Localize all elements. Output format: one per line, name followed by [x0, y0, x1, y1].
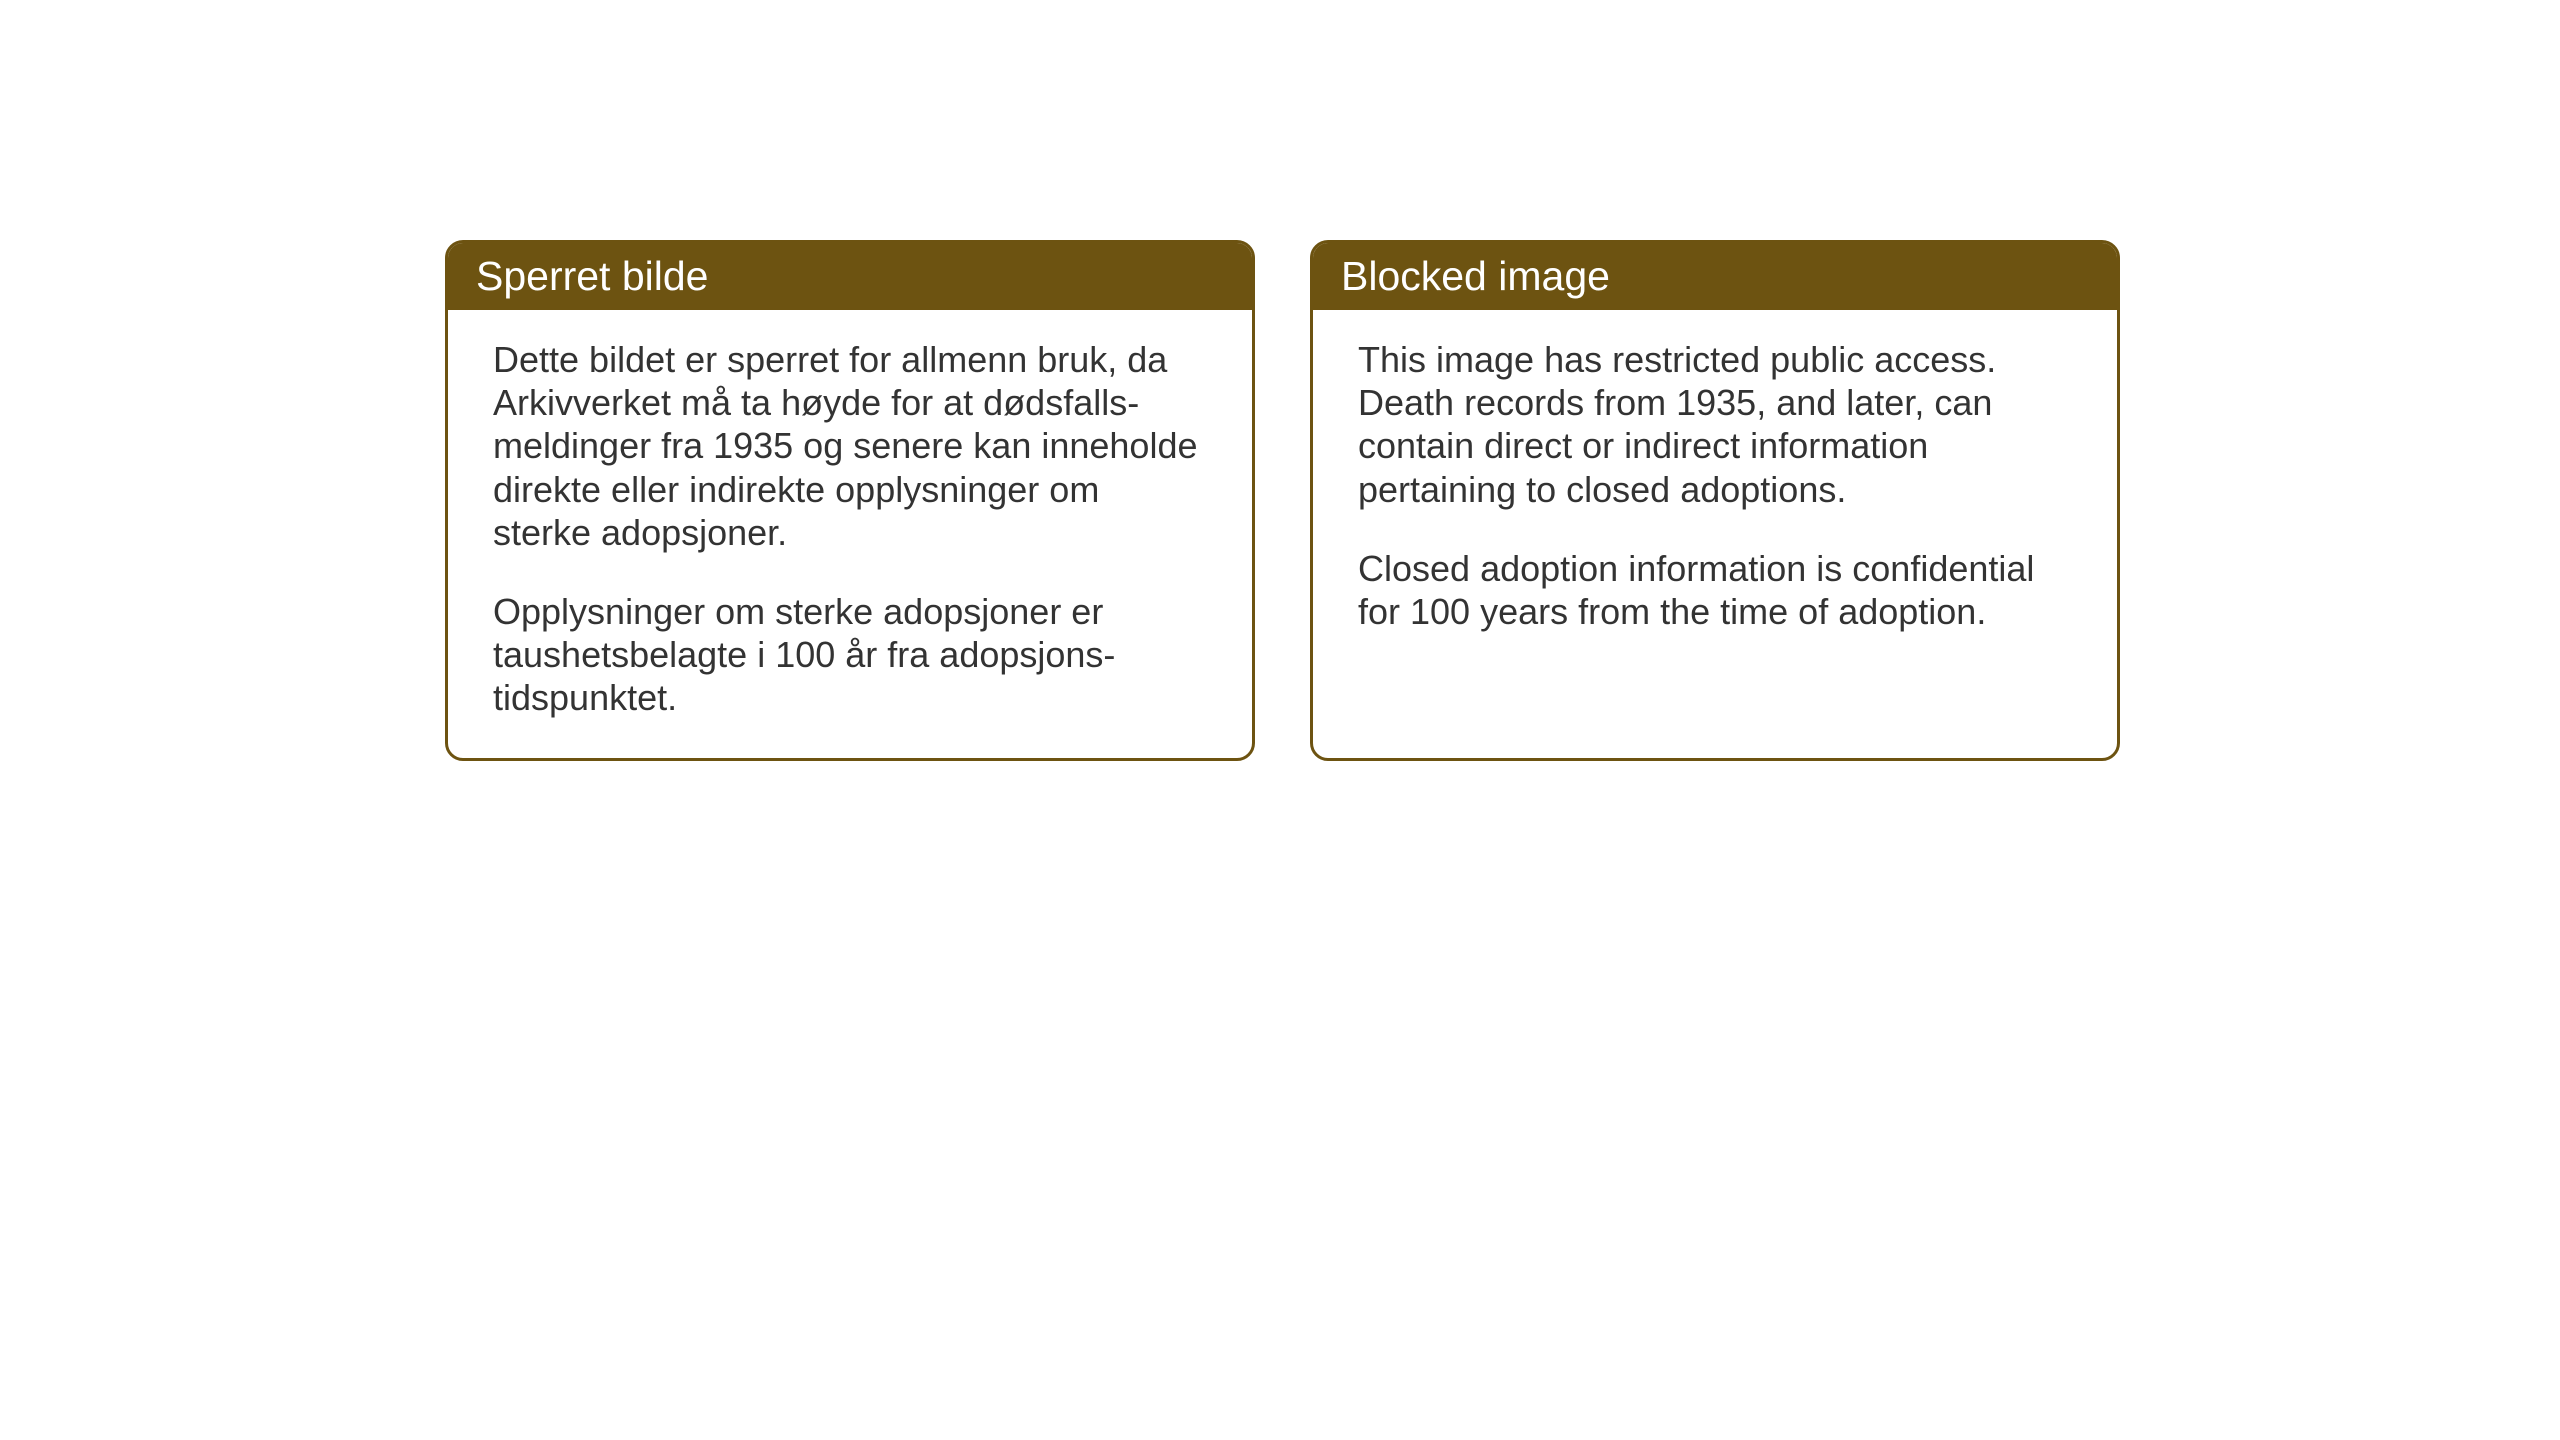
notice-container: Sperret bilde Dette bildet er sperret fo… [445, 240, 2120, 761]
norwegian-notice-card: Sperret bilde Dette bildet er sperret fo… [445, 240, 1255, 761]
english-paragraph-2: Closed adoption information is confident… [1358, 547, 2072, 633]
norwegian-paragraph-1: Dette bildet er sperret for allmenn bruk… [493, 338, 1207, 554]
norwegian-paragraph-2: Opplysninger om sterke adopsjoner er tau… [493, 590, 1207, 720]
english-notice-card: Blocked image This image has restricted … [1310, 240, 2120, 761]
norwegian-card-body: Dette bildet er sperret for allmenn bruk… [448, 310, 1252, 758]
english-card-body: This image has restricted public access.… [1313, 310, 2117, 671]
english-paragraph-1: This image has restricted public access.… [1358, 338, 2072, 511]
english-card-title: Blocked image [1313, 243, 2117, 310]
norwegian-card-title: Sperret bilde [448, 243, 1252, 310]
